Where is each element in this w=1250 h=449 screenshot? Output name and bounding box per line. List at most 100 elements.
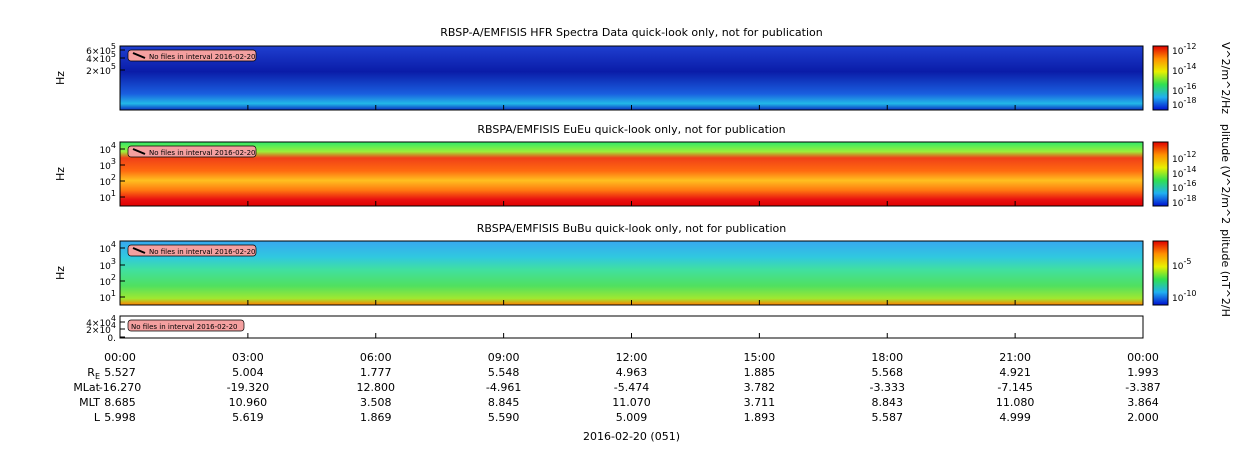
ephemeris-value: -19.320 (227, 381, 269, 394)
x-tick-label: 09:00 (488, 351, 520, 364)
note-text: No files in interval 2016-02-20 (149, 53, 255, 61)
y-tick-label-exp: 5 (111, 62, 116, 71)
colorbar-tick-label: 10-18 (1172, 194, 1197, 209)
y-tick-label-base: 10 (99, 278, 111, 288)
ephemeris-value: 8.843 (872, 396, 904, 409)
x-tick-label: 03:00 (232, 351, 264, 364)
y-tick-label-exp: 4 (111, 314, 116, 323)
colorbar-tick-label: 10-16 (1172, 82, 1197, 97)
ephemeris-label-text: MLT (79, 396, 100, 409)
y-tick-label-base: 4×10 (86, 55, 111, 65)
ephemeris-value: 5.590 (488, 411, 520, 424)
y-axis-label: Hz (54, 167, 67, 181)
y-axis-label: Hz (54, 71, 67, 85)
colorbar-tick-label-base: 10 (1172, 67, 1184, 77)
ephemeris-value: -4.961 (486, 381, 521, 394)
ephemeris-value: 3.864 (1127, 396, 1159, 409)
colorbar-tick-label-exp: -14 (1183, 165, 1196, 174)
ephemeris-value: 3.508 (360, 396, 392, 409)
colorbar-tick-label-exp: -10 (1183, 289, 1196, 298)
colorbar-tick-label-base: 10 (1172, 262, 1184, 272)
ephemeris-value: 5.009 (616, 411, 648, 424)
y-tick-label-base: 10 (99, 162, 111, 172)
panel-title: RBSPA/EMFISIS BuBu quick-look only, not … (477, 222, 787, 235)
ephemeris-value: -16.270 (99, 381, 141, 394)
y-tick-label-exp: 2 (111, 173, 116, 182)
ephemeris-value: 1.885 (744, 366, 776, 379)
ephemeris-label: L (94, 411, 101, 424)
colorbar-label: V^2/m^2/Hz (1219, 42, 1232, 114)
ephemeris-value: 8.845 (488, 396, 520, 409)
y-tick-label: 2×104 (86, 321, 116, 336)
y-tick-label: 102 (99, 173, 116, 188)
colorbar-tick-label: 10-5 (1172, 257, 1191, 272)
note-icon (132, 247, 146, 254)
y-axis-label: Hz (54, 266, 67, 280)
ephemeris-value: -3.387 (1125, 381, 1160, 394)
colorbar-tick-label-base: 10 (1172, 47, 1184, 57)
ephemeris-label-text: R (87, 366, 95, 379)
y-tick-label-exp: 4 (111, 240, 116, 249)
y-tick-label: 0. (107, 334, 116, 344)
colorbar-tick-label-exp: -16 (1183, 179, 1196, 188)
ephemeris-value: 1.777 (360, 366, 392, 379)
colorbar-tick-label-base: 10 (1172, 294, 1184, 304)
ephemeris-value: 5.587 (872, 411, 904, 424)
note-box (127, 244, 257, 257)
colorbar-label: plitude (nT^2/H (1219, 229, 1232, 317)
colorbar-label: plitude (V^2/m^2 (1219, 124, 1232, 224)
y-tick-label: 2×105 (86, 62, 116, 77)
y-tick-label-base: 4×10 (86, 319, 111, 329)
y-tick-label: 4×105 (86, 50, 116, 65)
ephemeris-value: 4.921 (999, 366, 1031, 379)
note-icon (132, 148, 146, 155)
note-text: No files in interval 2016-02-20 (131, 323, 237, 331)
spectrogram (119, 240, 1144, 306)
panel-title: RBSP-A/EMFISIS HFR Spectra Data quick-lo… (440, 26, 823, 39)
ephemeris-value: 2.000 (1127, 411, 1159, 424)
note-text: No files in interval 2016-02-20 (149, 248, 255, 256)
y-tick-label: 4×104 (86, 314, 116, 329)
panel-title: RBSPA/EMFISIS EuEu quick-look only, not … (477, 123, 785, 136)
y-tick-label-exp: 5 (111, 42, 116, 51)
ephemeris-value: 10.960 (229, 396, 268, 409)
ephemeris-value: 5.568 (872, 366, 904, 379)
y-tick-label-exp: 3 (111, 257, 116, 266)
y-tick-label-exp: 2 (111, 273, 116, 282)
ephemeris-value: -5.474 (614, 381, 649, 394)
colorbar-tick-label: 10-12 (1172, 150, 1197, 165)
x-tick-label: 06:00 (360, 351, 392, 364)
ephemeris-value: 12.800 (357, 381, 396, 394)
colorbar (1152, 240, 1169, 306)
y-tick-label-base: 10 (99, 178, 111, 188)
y-tick-label: 102 (99, 273, 116, 288)
colorbar-tick-label-base: 10 (1172, 199, 1184, 209)
colorbar-tick-label-base: 10 (1172, 155, 1184, 165)
x-tick-label: 18:00 (871, 351, 903, 364)
spectrogram (119, 45, 1144, 111)
y-tick-label: 104 (99, 240, 116, 255)
y-tick-label-base: 2×10 (86, 67, 111, 77)
ephemeris-label: MLT (79, 396, 100, 409)
ephemeris-value: -7.145 (997, 381, 1032, 394)
ephemeris-value: -3.333 (870, 381, 905, 394)
note-box (127, 49, 257, 62)
ephemeris-value: 5.527 (104, 366, 136, 379)
colorbar-tick-label-exp: -18 (1183, 194, 1196, 203)
y-tick-label-exp: 4 (111, 321, 116, 330)
colorbar-tick-label-exp: -18 (1183, 96, 1196, 105)
x-tick-label: 15:00 (744, 351, 776, 364)
colorbar-tick-label-exp: -12 (1183, 42, 1196, 51)
note-icon (132, 52, 146, 59)
ephemeris-value: 11.070 (612, 396, 651, 409)
note-text: No files in interval 2016-02-20 (149, 149, 255, 157)
x-tick-label: 00:00 (104, 351, 136, 364)
ephemeris-label-sub: E (95, 372, 100, 381)
ephemeris-value: 3.782 (744, 381, 776, 394)
y-tick-label: 101 (99, 289, 116, 304)
ephemeris-label-text: L (94, 411, 101, 424)
ephemeris-value: 1.869 (360, 411, 392, 424)
colorbar-tick-label-base: 10 (1172, 184, 1184, 194)
y-tick-label-base: 0. (107, 334, 116, 344)
